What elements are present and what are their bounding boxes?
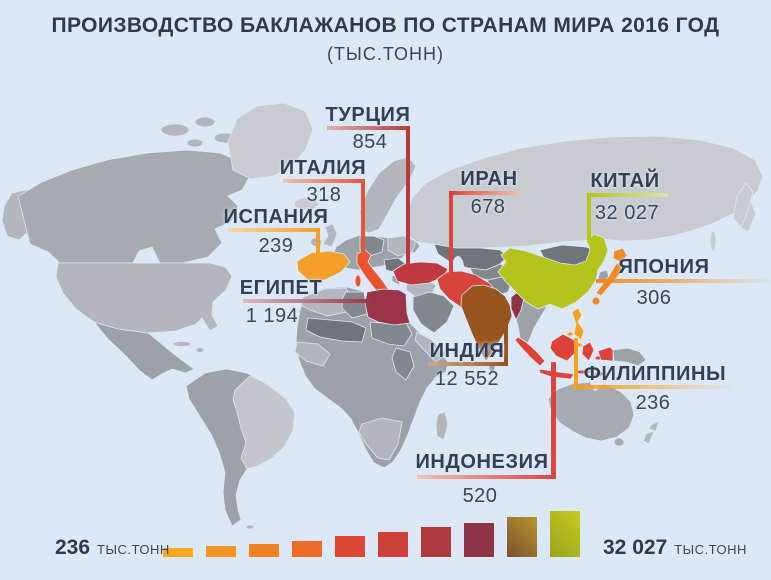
country-label-iran: ИРАН xyxy=(460,168,518,190)
leader-line-china-vertical xyxy=(587,193,591,243)
leader-line-indonesia-horizontal xyxy=(417,475,556,479)
country-label-china: КИТАЙ xyxy=(590,170,660,192)
country-label-indonesia: ИНДОНЕЗИЯ xyxy=(415,451,549,473)
legend-min-unit: ТЫС.ТОНН xyxy=(97,542,170,557)
leader-line-spain-horizontal xyxy=(228,228,320,232)
legend-bar xyxy=(421,527,451,557)
legend-min-value: 236 xyxy=(55,536,91,559)
country-label-italy: ИТАЛИЯ xyxy=(279,157,367,179)
legend-bar xyxy=(507,517,537,557)
leader-line-turkey-horizontal xyxy=(327,126,410,130)
country-value-philippines: 236 xyxy=(635,392,671,414)
leader-line-egypt-horizontal xyxy=(243,299,373,303)
continent-oceania xyxy=(547,347,660,447)
leader-line-india-horizontal xyxy=(428,362,508,366)
country-egypt xyxy=(364,288,411,326)
legend-scale xyxy=(163,509,580,557)
country-value-iran: 678 xyxy=(470,196,506,218)
page-title: ПРОИЗВОДСТВО БАКЛАЖАНОВ ПО СТРАНАМ МИРА … xyxy=(51,14,720,37)
leader-line-philippines-horizontal xyxy=(573,385,733,389)
country-label-egypt: ЕГИПЕТ xyxy=(239,277,323,299)
country-china xyxy=(497,233,609,310)
legend-max-unit: ТЫС.ТОНН xyxy=(674,542,747,557)
legend-min: 236 ТЫС.ТОНН xyxy=(55,536,170,560)
leader-line-japan-horizontal xyxy=(596,279,771,283)
continent-asia xyxy=(403,135,764,373)
highlighted-countries xyxy=(296,233,628,380)
country-label-spain: ИСПАНИЯ xyxy=(223,206,329,228)
country-label-philippines: ФИЛИППИНЫ xyxy=(583,363,727,385)
leader-line-turkey-vertical xyxy=(406,126,410,267)
country-value-italy: 318 xyxy=(306,184,342,206)
legend-bar xyxy=(206,546,236,557)
page-subtitle: (ТЫС.ТОНН) xyxy=(326,44,445,64)
country-indonesia xyxy=(514,333,614,380)
country-value-japan: 306 xyxy=(636,287,672,309)
country-value-indonesia: 520 xyxy=(462,485,498,507)
country-value-china: 32 027 xyxy=(594,202,660,224)
legend-bar xyxy=(292,541,322,557)
legend-max-value: 32 027 xyxy=(603,536,668,559)
legend-bar xyxy=(464,523,494,557)
continent-north-america xyxy=(1,102,319,381)
country-label-japan: ЯПОНИЯ xyxy=(618,256,710,278)
legend-max: 32 027 ТЫС.ТОНН xyxy=(603,536,747,560)
country-value-spain: 239 xyxy=(258,235,294,257)
legend-bar xyxy=(335,536,365,557)
country-value-india: 12 552 xyxy=(434,368,500,390)
leader-line-iran-horizontal xyxy=(449,191,520,195)
country-label-turkey: ТУРЦИЯ xyxy=(325,104,411,126)
leader-line-indonesia-vertical xyxy=(551,362,556,479)
continent-africa xyxy=(294,286,449,469)
legend-bar xyxy=(249,544,279,557)
leader-line-spain-vertical xyxy=(316,228,320,263)
country-value-turkey: 854 xyxy=(352,131,388,153)
legend-bar xyxy=(378,532,408,557)
continent-south-america xyxy=(185,368,296,530)
country-value-egypt: 1 194 xyxy=(245,305,299,327)
leader-line-india-vertical xyxy=(504,306,508,366)
leader-line-italy-horizontal xyxy=(283,179,365,183)
leader-line-china-horizontal xyxy=(587,193,668,197)
country-spain xyxy=(296,250,351,281)
legend-bar xyxy=(550,511,580,557)
legend-bar xyxy=(163,548,193,557)
country-india xyxy=(460,284,513,362)
leader-line-philippines-vertical xyxy=(574,338,578,385)
country-label-india: ИНДИЯ xyxy=(429,340,505,362)
leader-line-italy-vertical xyxy=(361,179,365,256)
leader-line-iran-vertical xyxy=(449,191,453,277)
